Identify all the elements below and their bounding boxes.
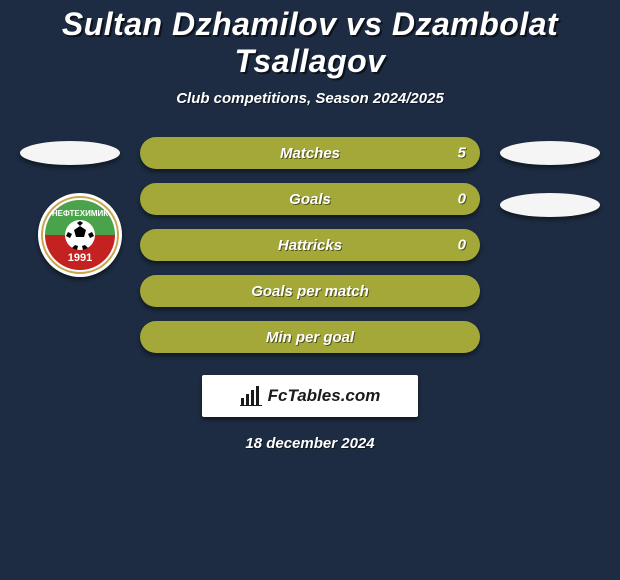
team-crest-left: НЕФТЕХИМИК 1991 bbox=[38, 193, 122, 277]
stat-row-min-per-goal: Min per goal bbox=[140, 321, 480, 353]
page-subtitle: Club competitions, Season 2024/2025 bbox=[10, 90, 610, 107]
svg-text:НЕФТЕХИМИК: НЕФТЕХИМИК bbox=[52, 209, 108, 218]
stat-row-goals: Goals 0 bbox=[140, 183, 480, 215]
stat-bars: Matches 5 Goals 0 Hattricks 0 Goals per … bbox=[140, 137, 480, 353]
player-right-placeholder-2 bbox=[500, 193, 600, 217]
stat-label: Goals per match bbox=[251, 283, 369, 300]
footer-date: 18 december 2024 bbox=[10, 435, 610, 452]
stat-label: Matches bbox=[280, 145, 340, 162]
stat-row-matches: Matches 5 bbox=[140, 137, 480, 169]
stat-row-goals-per-match: Goals per match bbox=[140, 275, 480, 307]
player-left-placeholder bbox=[20, 141, 120, 165]
brand-text: FcTables.com bbox=[268, 386, 381, 406]
stat-right-value: 0 bbox=[458, 237, 466, 254]
stat-label: Goals bbox=[289, 191, 331, 208]
svg-text:1991: 1991 bbox=[68, 252, 92, 264]
bar-chart-icon bbox=[240, 386, 262, 406]
comparison-panel: НЕФТЕХИМИК 1991 Matches 5 Goals 0 Hattri… bbox=[10, 137, 610, 353]
stat-row-hattricks: Hattricks 0 bbox=[140, 229, 480, 261]
stat-right-value: 0 bbox=[458, 191, 466, 208]
page-title: Sultan Dzhamilov vs Dzambolat Tsallagov bbox=[10, 6, 610, 80]
player-right-placeholder-1 bbox=[500, 141, 600, 165]
brand-box: FcTables.com bbox=[202, 375, 418, 417]
stat-label: Hattricks bbox=[278, 237, 342, 254]
stat-label: Min per goal bbox=[266, 329, 354, 346]
stat-right-value: 5 bbox=[458, 145, 466, 162]
crest-icon: НЕФТЕХИМИК 1991 bbox=[41, 196, 119, 274]
